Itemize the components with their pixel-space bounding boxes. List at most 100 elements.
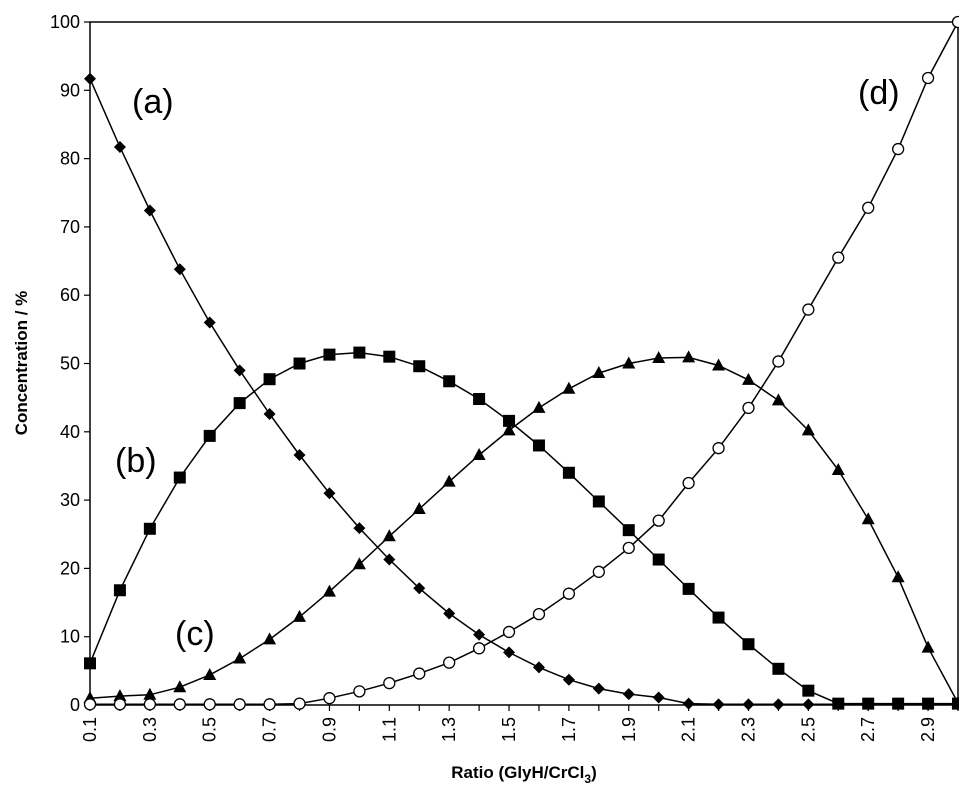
x-tick-label: 0.5: [200, 717, 220, 742]
x-tick-label: 2.5: [798, 717, 818, 742]
x-tick-label: 1.9: [619, 717, 639, 742]
data-point-0-4: [203, 316, 216, 329]
data-point-3-24: [802, 303, 815, 316]
data-point-0-18: [622, 688, 635, 701]
x-tick-label: 0.3: [140, 717, 160, 742]
data-point-3-27: [891, 142, 905, 156]
data-point-3-5: [233, 698, 246, 711]
data-point-3-10: [383, 676, 396, 690]
data-point-0-9: [353, 522, 366, 535]
data-point-1-4: [203, 429, 216, 442]
data-point-3-25: [832, 251, 845, 264]
data-point-1-19: [652, 553, 665, 566]
data-point-3-13: [472, 642, 486, 655]
x-tick-label: 1.7: [559, 717, 579, 742]
y-axis-ticks: 0 10 20 30 40 50 60 70 80 90 100: [50, 12, 90, 715]
data-point-2-3: [173, 680, 187, 693]
data-point-1-5: [233, 397, 246, 410]
data-point-2-16: [562, 381, 576, 394]
data-point-0-20: [682, 697, 695, 710]
data-point-2-25: [831, 463, 845, 476]
data-point-2-1: [113, 689, 127, 702]
x-tick-label: 2.7: [858, 717, 878, 742]
x-tick-label: 2.1: [679, 717, 699, 742]
data-point-1-28: [922, 697, 935, 710]
y-tick-label: 60: [60, 285, 80, 305]
data-point-3-20: [682, 476, 695, 490]
data-point-3-9: [353, 685, 366, 698]
data-point-1-2: [143, 522, 156, 535]
y-tick-label: 80: [60, 149, 80, 169]
y-tick-label: 0: [70, 695, 80, 715]
x-tick-label: 1.3: [439, 717, 459, 742]
data-point-0-8: [323, 487, 336, 500]
data-point-2-22: [741, 372, 755, 385]
x-tick-label: 1.5: [499, 717, 519, 742]
data-point-3-1: [113, 698, 127, 711]
y-tick-label: 10: [60, 627, 80, 647]
x-tick-label: 2.3: [738, 717, 758, 742]
data-point-1-1: [113, 584, 126, 597]
data-point-2-24: [801, 423, 815, 436]
x-tick-label: 0.7: [260, 717, 280, 742]
series-line-1: [89, 351, 958, 705]
data-point-2-8: [322, 584, 336, 597]
data-point-2-17: [592, 366, 606, 379]
data-point-2-9: [352, 557, 366, 570]
data-point-2-2: [143, 687, 157, 700]
data-point-3-2: [143, 698, 157, 711]
x-axis-ticks: 0.1 0.3 0.5 0.7 0.9 1.1 1.3 1.5 1.7 1.9 2.1 2.3 2.5 2…: [80, 705, 959, 742]
plot-frame: [89, 21, 959, 706]
data-point-2-10: [382, 529, 396, 542]
data-point-1-0: [84, 657, 96, 670]
data-point-1-27: [892, 697, 905, 710]
data-point-3-26: [862, 201, 875, 214]
data-point-0-6: [263, 408, 276, 421]
data-point-0-13: [473, 628, 486, 641]
data-point-0-10: [383, 553, 396, 566]
data-point-0-16: [562, 673, 575, 686]
data-point-2-13: [472, 448, 486, 461]
data-point-3-14: [502, 625, 516, 639]
data-point-1-25: [832, 697, 845, 710]
data-point-2-6: [263, 632, 277, 645]
data-point-0-15: [532, 661, 545, 674]
data-point-0-0: [84, 72, 96, 85]
x-axis-title-main: Ratio (GlyH/CrCl: [451, 763, 584, 782]
data-point-3-19: [652, 514, 665, 527]
x-tick-label: 0.9: [319, 717, 339, 742]
data-point-0-1: [113, 140, 126, 153]
data-point-2-4: [203, 667, 217, 680]
data-point-2-26: [861, 512, 875, 525]
y-tick-label: 90: [60, 80, 80, 100]
y-tick-label: 30: [60, 490, 80, 510]
data-point-3-17: [592, 565, 605, 578]
series-label-c: (c): [175, 615, 215, 653]
data-point-3-7: [293, 697, 306, 710]
data-point-3-29: [951, 15, 959, 29]
data-point-1-11: [413, 360, 426, 373]
data-point-3-28: [921, 71, 935, 85]
data-point-0-19: [652, 691, 665, 704]
data-point-1-21: [712, 611, 725, 624]
data-point-3-23: [772, 355, 785, 368]
y-tick-label: 20: [60, 558, 80, 578]
data-point-1-14: [503, 414, 516, 427]
data-point-1-12: [443, 375, 456, 388]
data-point-0-2: [143, 204, 156, 217]
data-point-1-9: [353, 346, 366, 359]
series-label-d: (d): [858, 74, 900, 112]
x-axis-title-subscript: 3: [584, 772, 591, 786]
data-point-1-7: [293, 357, 306, 370]
data-point-2-27: [891, 570, 905, 583]
data-point-2-14: [502, 423, 516, 436]
data-point-0-3: [173, 263, 186, 276]
data-point-3-15: [532, 608, 546, 621]
series-label-b: (b): [115, 442, 157, 480]
series-line-3: [90, 21, 959, 706]
y-tick-label: 70: [60, 217, 80, 237]
series-label-a: (a): [132, 83, 174, 121]
series-line-2: [89, 356, 959, 704]
data-point-2-12: [442, 474, 456, 487]
data-point-2-7: [293, 609, 307, 622]
